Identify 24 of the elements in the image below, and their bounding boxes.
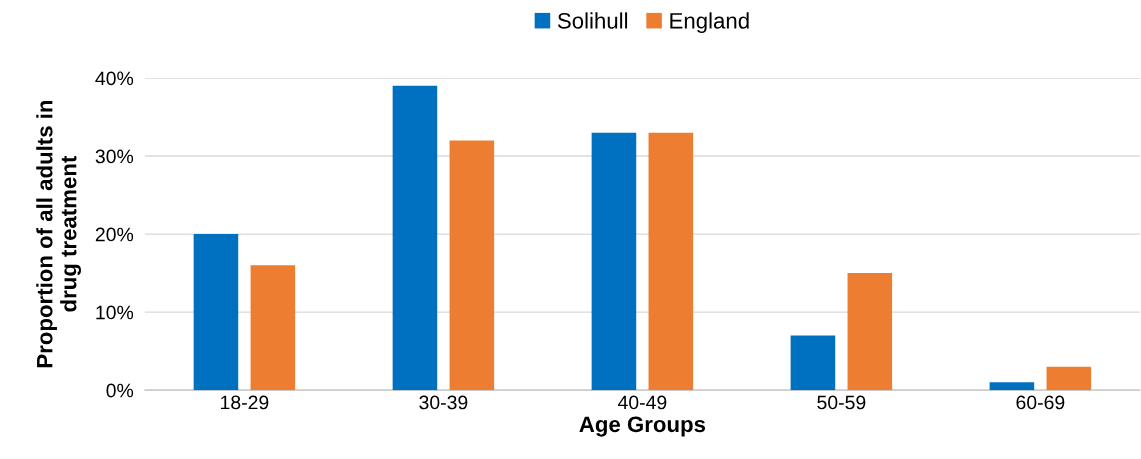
- bar: [193, 234, 239, 391]
- x-tick-label: 60-69: [1016, 395, 1065, 410]
- legend-label: Solihull: [557, 12, 628, 29]
- bar: [790, 335, 836, 391]
- bar: [648, 132, 694, 391]
- y-tick-label: 30%: [95, 149, 134, 164]
- y-tick-label: 0%: [106, 383, 134, 398]
- y-tick-label: 10%: [96, 305, 134, 320]
- bar: [392, 85, 438, 391]
- bar: [847, 273, 893, 391]
- bar: [989, 382, 1035, 391]
- x-tick-label: 30-39: [419, 395, 468, 410]
- y-axis-title: Proportion of all adults in drug treatment: [36, 100, 81, 368]
- x-tick-label: 18-29: [221, 395, 269, 410]
- x-axis-title: Age Groups: [579, 416, 706, 437]
- bar: [250, 265, 296, 391]
- bar: [591, 132, 637, 391]
- x-tick-label: 50-59: [817, 395, 866, 410]
- bar: [1046, 366, 1092, 391]
- y-tick-label: 40%: [95, 71, 134, 86]
- bar: [449, 140, 495, 391]
- y-tick-label: 20%: [95, 227, 134, 242]
- x-tick-label: 40-49: [617, 395, 667, 410]
- legend-label: England: [670, 12, 749, 34]
